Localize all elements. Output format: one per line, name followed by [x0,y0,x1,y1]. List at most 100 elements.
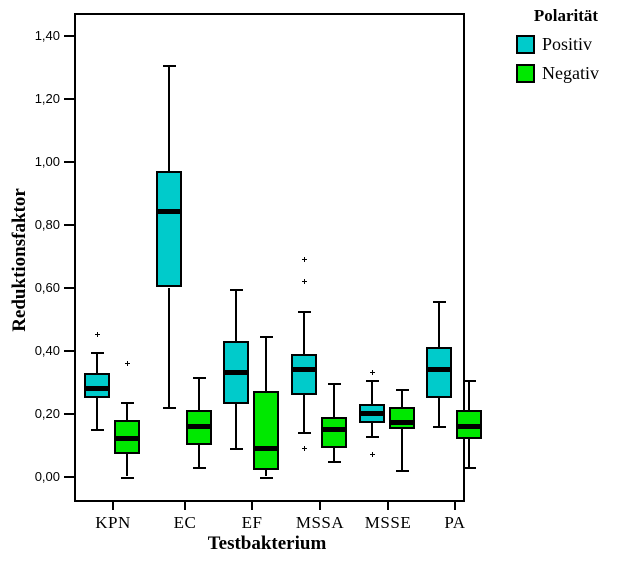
whisker-line-positiv-mssa [303,394,305,433]
outlier-marker-positiv-msse [369,451,376,458]
median-line-positiv-msse [361,411,383,416]
median-line-positiv-mssa [293,366,315,372]
whisker-cap-positiv-ec [162,407,176,410]
whisker-line-negativ-msse [401,391,403,408]
y-tick-mark [64,475,74,478]
x-tick-mark [184,502,186,510]
whisker-cap-positiv-mssa [297,310,311,313]
x-tick-label: MSSE [364,513,412,532]
whisker-line-negativ-pa [468,438,470,468]
x-tick-mark [112,502,114,510]
box-negativ-ef [253,391,279,471]
box-positiv-pa [426,347,452,398]
y-tick-label: 0,20 [34,405,60,421]
outlier-marker-positiv-kpn [94,331,101,338]
x-tick-label: EF [241,513,263,532]
whisker-cap-negativ-pa [462,380,476,382]
legend-item-positiv: Positiv [516,34,616,55]
x-tick-mark [251,502,253,510]
whisker-cap-positiv-ec [162,65,176,67]
x-axis-title: Testbakterium [207,533,327,554]
y-tick-mark [64,286,74,289]
x-tick-mark [319,502,321,510]
whisker-cap-positiv-ef [229,448,243,451]
whisker-line-negativ-kpn [126,404,128,420]
whisker-line-positiv-kpn [96,397,98,430]
y-tick-mark [64,160,74,163]
whisker-cap-positiv-mssa [297,432,311,435]
y-tick-label: 1,40 [34,27,60,43]
median-line-negativ-ef [255,445,277,451]
whisker-cap-negativ-msse [395,389,409,392]
median-line-negativ-ec [188,423,210,429]
whisker-line-negativ-ec [198,378,200,411]
y-tick-mark [64,349,74,352]
median-line-positiv-ec [158,209,180,215]
whisker-line-positiv-msse [371,382,373,405]
whisker-line-negativ-mssa [333,385,335,417]
whisker-cap-positiv-kpn [90,429,104,432]
whisker-cap-positiv-msse [365,380,379,382]
whisker-line-positiv-pa [438,397,440,427]
x-tick-label: KPN [95,513,131,532]
y-tick-mark [64,34,74,37]
median-line-positiv-pa [428,366,450,372]
y-tick-mark [64,412,74,415]
outlier-marker-positiv-mssa [301,445,308,452]
box-positiv-kpn [84,372,110,398]
median-line-negativ-kpn [116,436,138,442]
whisker-line-positiv-ec [168,67,170,171]
whisker-line-positiv-ec [168,287,170,408]
y-tick-label: 1,20 [34,90,60,106]
x-tick-label: PA [444,513,466,532]
outlier-marker-positiv-msse [369,369,376,376]
median-line-negativ-msse [391,420,413,426]
whisker-line-negativ-ef [265,470,267,477]
whisker-cap-positiv-ef [229,288,243,291]
y-tick-mark [64,223,74,226]
whisker-line-negativ-ef [265,337,267,392]
outlier-marker-negativ-kpn [124,360,131,367]
whisker-cap-positiv-kpn [90,351,104,354]
whisker-cap-negativ-mssa [327,383,341,386]
whisker-line-negativ-ec [198,445,200,468]
y-tick-label: 0,80 [34,216,60,232]
legend-item-label: Negativ [542,63,599,83]
median-line-positiv-kpn [86,385,108,391]
whisker-line-positiv-kpn [96,353,98,373]
whisker-line-positiv-pa [438,303,440,348]
box-positiv-ec [156,170,182,288]
outlier-marker-positiv-mssa [301,278,308,285]
legend: Polarität Positiv Negativ [516,6,616,92]
median-line-negativ-mssa [323,426,345,432]
whisker-cap-negativ-kpn [120,476,134,479]
box-negativ-msse [389,407,415,430]
y-tick-label: 1,00 [34,153,60,169]
median-line-positiv-ef [225,370,247,376]
box-positiv-mssa [291,353,317,395]
whisker-line-positiv-mssa [303,312,305,354]
whisker-line-positiv-msse [371,422,373,436]
whisker-cap-negativ-ef [259,476,273,479]
whisker-cap-negativ-ec [192,376,206,379]
negativ-color-swatch [516,64,535,83]
whisker-line-positiv-ef [235,404,237,449]
whisker-cap-negativ-msse [395,470,409,473]
y-axis-title: Reduktionsfaktor [9,188,30,332]
median-line-negativ-pa [458,423,480,429]
x-tick-label: MSSA [295,513,345,532]
legend-title: Polarität [533,6,599,25]
whisker-cap-positiv-pa [432,426,446,429]
whisker-cap-negativ-mssa [327,460,341,463]
x-tick-mark [454,502,456,510]
x-tick-mark [387,502,389,510]
whisker-line-negativ-pa [468,382,470,411]
whisker-cap-positiv-pa [432,301,446,304]
box-negativ-ec [186,410,212,445]
x-tick-label: EC [173,513,197,532]
y-tick-label: 0,40 [34,342,60,358]
legend-item-label: Positiv [542,34,593,54]
legend-item-negativ: Negativ [516,63,616,84]
positiv-color-swatch [516,35,535,54]
